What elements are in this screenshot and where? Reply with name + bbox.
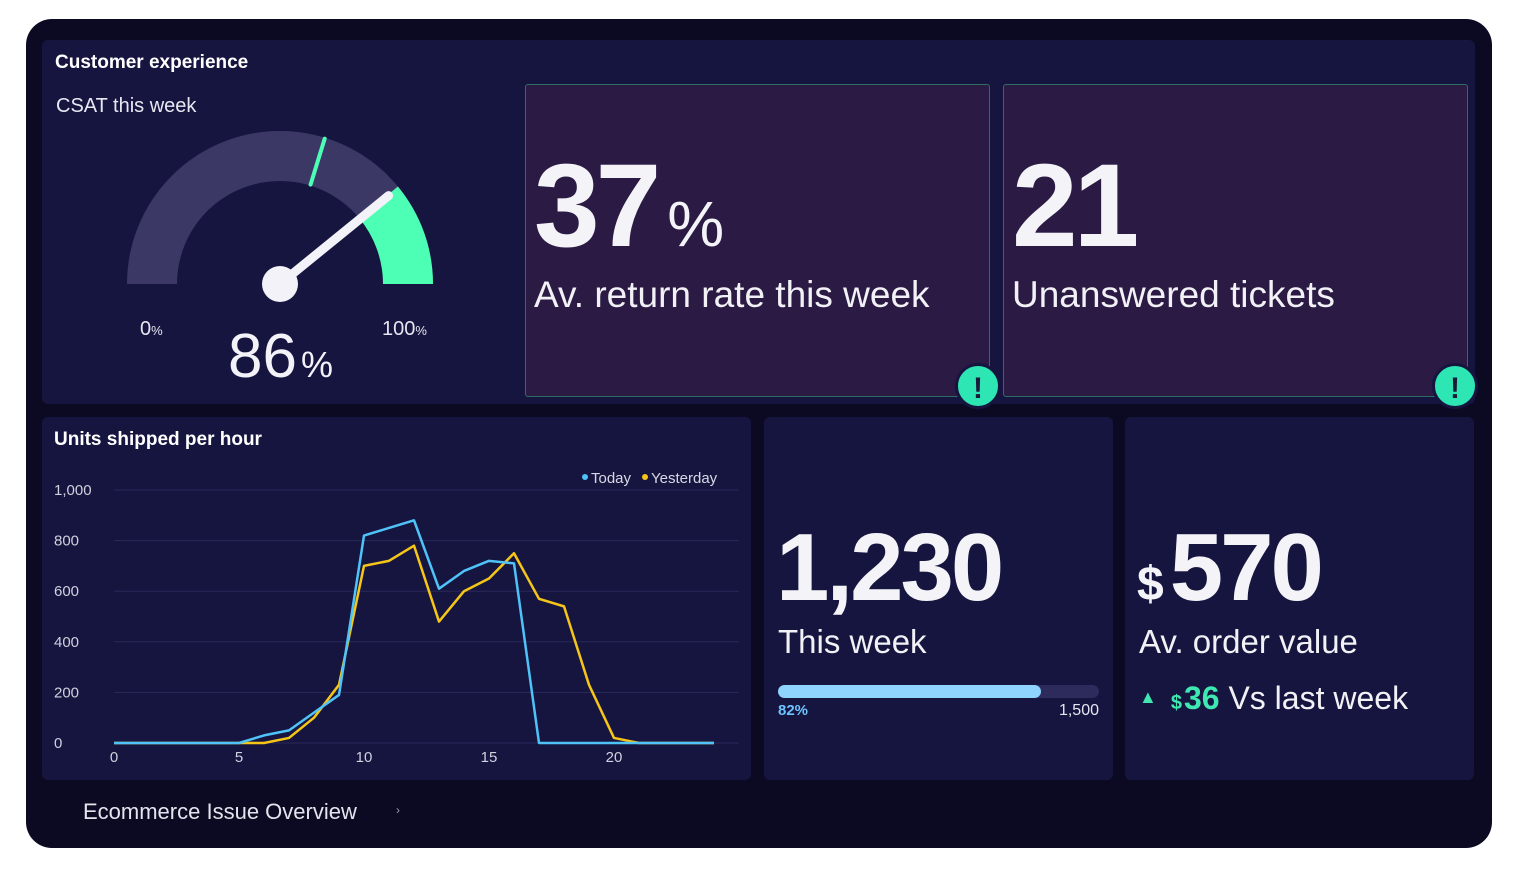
legend-yesterday[interactable]: Yesterday: [642, 470, 717, 487]
return-rate-value: 37%: [534, 140, 725, 272]
x-tick-label: 15: [481, 749, 498, 766]
legend-today[interactable]: Today: [582, 470, 631, 487]
csat-gauge: [127, 131, 433, 302]
x-tick-label: 10: [356, 749, 373, 766]
shipped-week-label: This week: [778, 623, 927, 660]
legend-today-dot: [582, 474, 588, 481]
dashboard-name[interactable]: Ecommerce Issue Overview: [83, 799, 357, 824]
dashboard-frame: Customer experience CSAT this week 0% 10…: [26, 19, 1492, 848]
shipped-this-week-panel: 1,230 This week 82% 1,500: [764, 417, 1113, 780]
x-tick-label: 5: [235, 749, 243, 766]
order-value-delta: ▲ $36 Vs last week: [1139, 680, 1409, 716]
triangle-up-icon: ▲: [1139, 687, 1157, 707]
order-value: $570: [1137, 514, 1324, 621]
gauge-hub: [262, 266, 298, 302]
order-value-panel: $570 Av. order value ▲ $36 Vs last week: [1125, 417, 1474, 780]
units-shipped-panel: Units shipped per hour Today Yesterday 0…: [42, 417, 751, 780]
progress-fill: [778, 685, 1042, 698]
series-line-yesterday: [114, 544, 714, 745]
chevron-right-icon[interactable]: ›: [396, 803, 400, 817]
y-tick-label: 200: [54, 684, 79, 701]
units-shipped-title: Units shipped per hour: [54, 429, 262, 450]
x-tick-label: 0: [110, 749, 118, 766]
return-rate-card[interactable]: 37% Av. return rate this week: [525, 84, 990, 397]
alert-icon[interactable]: !: [1432, 363, 1478, 409]
y-tick-label: 1,000: [54, 482, 92, 499]
progress-percent: 82%: [778, 702, 809, 719]
customer-experience-title: Customer experience: [55, 52, 249, 73]
tickets-value: 21: [1012, 140, 1139, 272]
shipped-week-value: 1,230: [776, 514, 1004, 621]
progress-target: 1,500: [1058, 702, 1099, 719]
alert-icon[interactable]: !: [955, 363, 1001, 409]
csat-value: 86%: [228, 322, 333, 391]
gauge-target-tick: [308, 136, 327, 187]
gauge-accent-band: [358, 186, 433, 285]
gauge-needle: [275, 191, 394, 289]
gauge-min-label: 0%: [140, 318, 163, 340]
series-line-today: [114, 519, 714, 745]
gauge-max-label: 100%: [382, 318, 427, 340]
tickets-label: Unanswered tickets: [1012, 274, 1335, 315]
y-tick-label: 400: [54, 634, 79, 651]
progress-track: [778, 685, 1099, 698]
unanswered-tickets-card[interactable]: 21 Unanswered tickets: [1003, 84, 1468, 397]
order-value-label: Av. order value: [1139, 623, 1358, 660]
x-tick-label: 20: [606, 749, 623, 766]
y-tick-label: 0: [54, 735, 62, 752]
units-shipped-chart: 0 200 400 600 800 1,000 0 5 10 15 20: [54, 482, 739, 766]
y-tick-label: 800: [54, 533, 79, 550]
y-tick-label: 600: [54, 583, 79, 600]
csat-label: CSAT this week: [56, 95, 197, 117]
return-rate-label: Av. return rate this week: [534, 274, 930, 315]
legend-yesterday-dot: [642, 474, 648, 481]
